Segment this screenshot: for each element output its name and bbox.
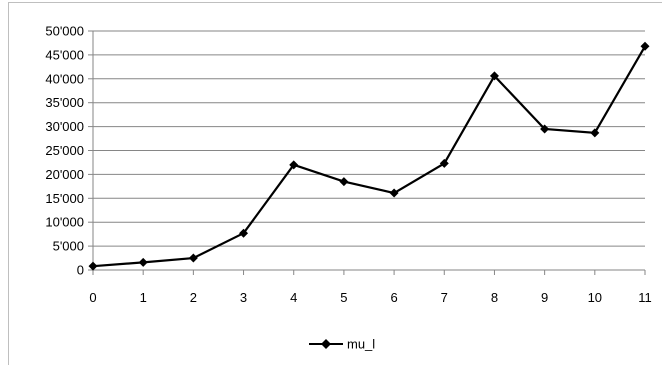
y-tick-label: 40'000	[45, 71, 84, 86]
y-tick-label: 50'000	[45, 24, 84, 39]
x-tick-label: 10	[588, 290, 602, 305]
x-tick-label: 1	[140, 290, 147, 305]
y-tick-label: 30'000	[45, 119, 84, 134]
y-tick-label: 10'000	[45, 215, 84, 230]
data-point-marker	[540, 124, 550, 134]
x-tick-label: 5	[340, 290, 347, 305]
data-point-marker	[289, 160, 299, 170]
data-point-marker	[339, 177, 349, 187]
axes	[88, 30, 646, 275]
y-axis-ticks: 0 5'000 10'000 15'000 20'000 25'000 30'000 35'0…	[45, 24, 84, 278]
legend: mu_l	[309, 337, 375, 352]
y-tick-label: 0	[77, 263, 84, 278]
x-tick-label: 2	[190, 290, 197, 305]
x-axis-ticks: 0 1 2 3 4 5 6 7 8 9 10 11	[89, 290, 651, 305]
x-tick-label: 3	[240, 290, 247, 305]
y-tick-label: 20'000	[45, 167, 84, 182]
data-point-marker	[188, 253, 198, 263]
x-tick-label: 0	[89, 290, 96, 305]
y-tick-label: 15'000	[45, 191, 84, 206]
series-line-mu-l	[92, 45, 646, 268]
legend-marker-swatch	[321, 339, 331, 349]
data-point-marker	[640, 41, 650, 51]
legend-label-mu-l: mu_l	[347, 337, 375, 352]
data-point-marker	[590, 128, 600, 138]
data-point-marker	[239, 228, 249, 238]
data-point-marker	[88, 261, 98, 271]
series-mu-l	[88, 41, 650, 271]
y-tick-label: 5'000	[53, 239, 84, 254]
data-point-marker	[138, 257, 148, 267]
x-tick-label: 11	[638, 290, 652, 305]
y-tick-label: 25'000	[45, 143, 84, 158]
y-tick-label: 45'000	[45, 47, 84, 62]
chart-frame	[8, 2, 662, 365]
data-point-marker	[389, 188, 399, 198]
x-tick-label: 9	[541, 290, 548, 305]
x-tick-label: 4	[290, 290, 297, 305]
data-point-marker	[439, 158, 449, 168]
x-tick-label: 6	[390, 290, 397, 305]
data-point-marker	[489, 71, 499, 81]
y-tick-label: 35'000	[45, 95, 84, 110]
x-tick-label: 8	[491, 290, 498, 305]
grid-lines	[93, 30, 645, 247]
x-tick-label: 7	[441, 290, 448, 305]
